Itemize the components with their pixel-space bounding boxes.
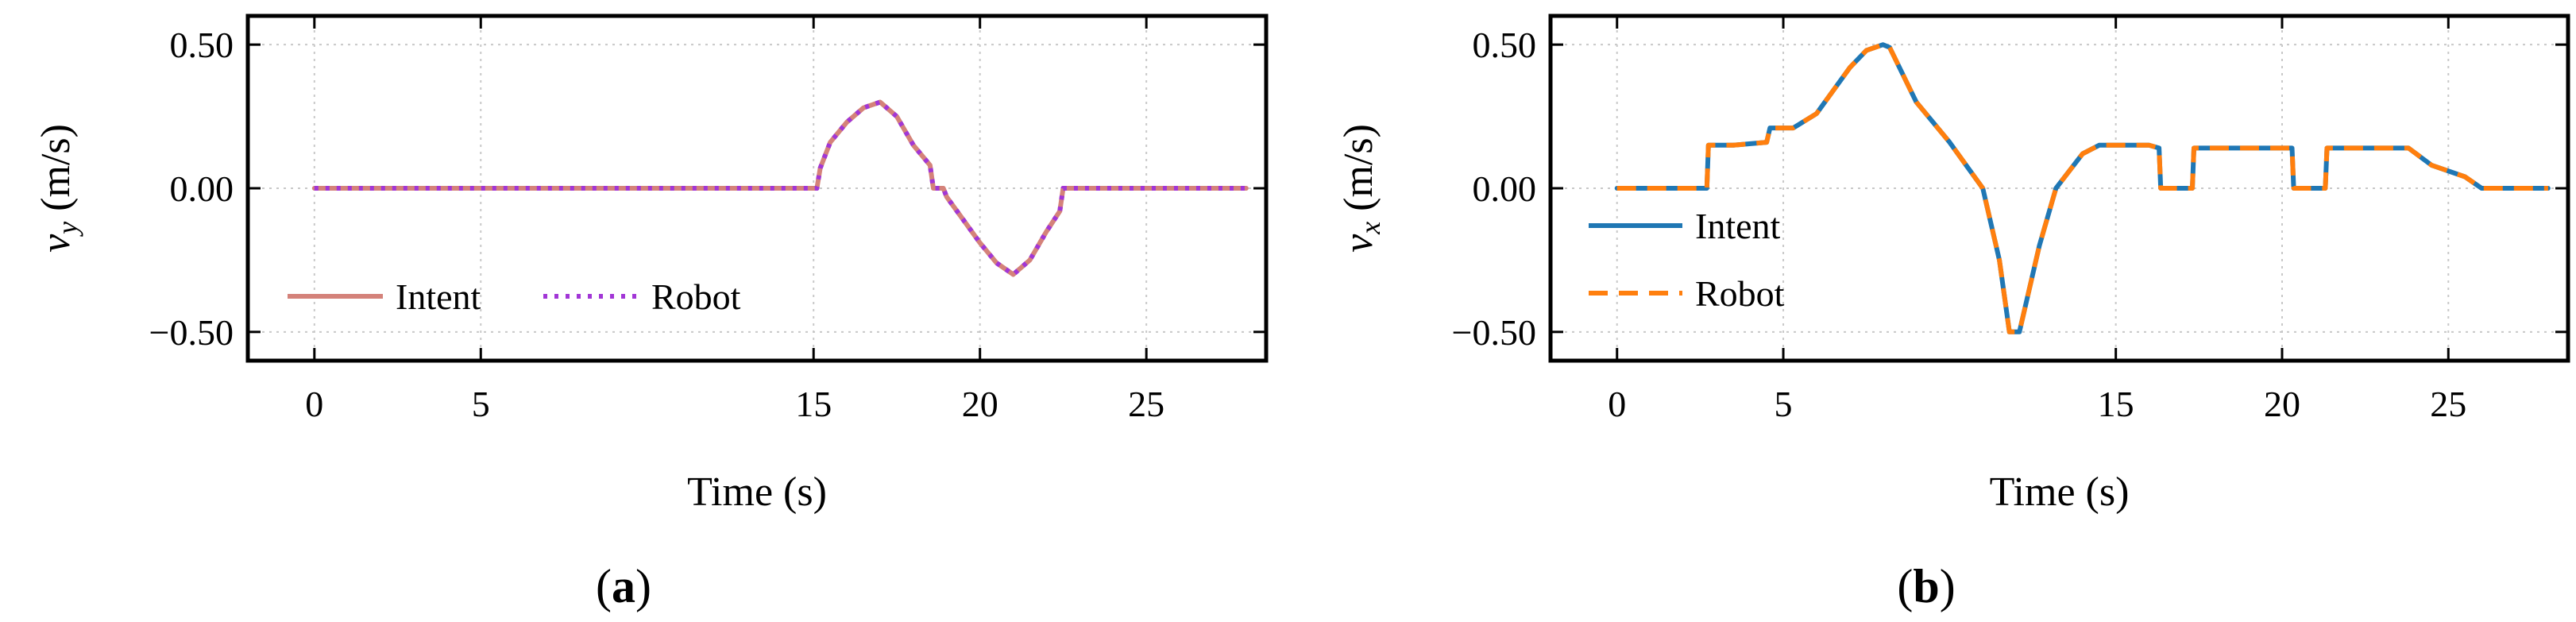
legend: Intent Robot [1589,206,1785,314]
x-tick-label: 20 [2264,384,2300,424]
panel-label-open: ( [1897,560,1913,612]
y-tick-label: −0.50 [149,312,234,353]
legend-label: Robot [1695,273,1785,314]
y-axis-label-subscript: y [52,222,83,237]
panel-label-open: ( [596,560,612,612]
x-tick-label: 5 [1775,384,1793,424]
x-tick-label: 5 [472,384,490,424]
series-line-robot [314,99,1246,277]
x-tick-label: 0 [1608,384,1626,424]
panel-label-letter: a [612,560,635,612]
y-axis-label-symbol: v [1336,234,1381,253]
y-tick-label: 0.00 [170,168,234,209]
y-tick-label: 0.50 [1473,25,1537,65]
x-tick-label: 15 [2098,384,2134,424]
plot-frame [245,14,1269,363]
y-axis-label: vx (m/s) [1336,124,1386,253]
y-axis-label-unit: (m/s) [1336,124,1381,222]
y-axis-label-symbol: v [33,234,79,253]
x-axis-label: Time (s) [687,469,827,515]
plot-frame [1548,14,2570,363]
panel-label: (b) [1897,560,1955,612]
x-tick-label: 25 [1128,384,1164,424]
series-line-intent [311,99,1249,277]
chart-panel-b: 0 5 15 20 25 0.50 0.00 −0.50 Intent Robot Time (s)… [1336,14,2570,612]
y-tick-label: −0.50 [1452,312,1536,353]
legend-label: Intent [1695,206,1781,246]
panel-label-close: ) [1940,560,1956,612]
y-tick-label: 0.00 [1473,168,1537,209]
panel-label: (a) [596,560,651,612]
legend: Intent Robot [288,276,741,317]
y-axis-label: vy (m/s) [33,124,83,253]
x-tick-label: 25 [2430,384,2466,424]
x-axis-label: Time (s) [1990,469,2130,515]
legend-label: Robot [651,276,741,317]
y-axis-label-unit: (m/s) [33,124,79,222]
x-tick-label: 0 [305,384,323,424]
y-axis-label-subscript: x [1354,222,1386,235]
chart-panel-a: 0 5 15 20 25 0.50 0.00 −0.50 Intent Robot Time (s)… [33,14,1269,612]
y-tick-label: 0.50 [170,25,234,65]
panel-label-close: ) [635,560,651,612]
x-tick-label: 15 [795,384,832,424]
panel-label-letter: b [1913,560,1939,612]
series-line-robot [1616,42,2548,334]
legend-label: Intent [396,276,481,317]
x-tick-label: 20 [962,384,998,424]
